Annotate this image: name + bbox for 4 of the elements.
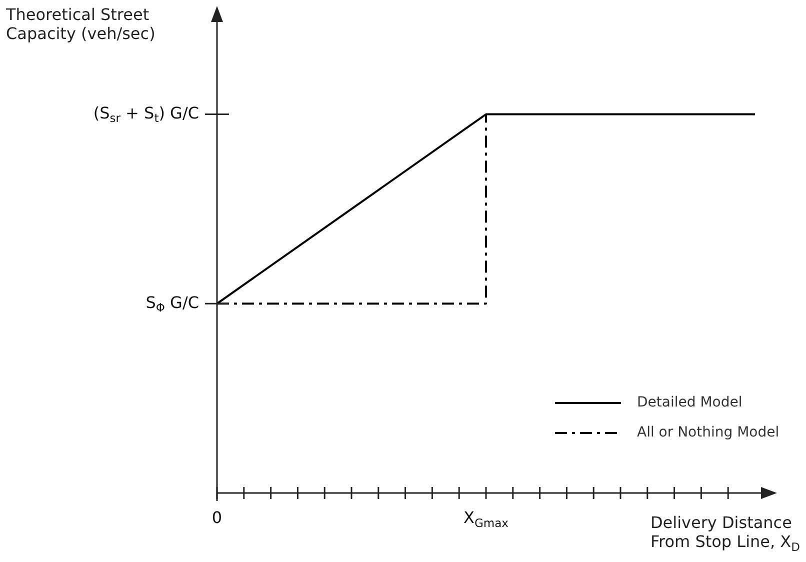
legend-label: All or Nothing Model [637, 424, 780, 441]
legend-label: Detailed Model [637, 394, 742, 411]
text: Theoretical Street Capacity (veh/sec) [5, 5, 156, 44]
x-tick-label: 0 [212, 508, 222, 528]
